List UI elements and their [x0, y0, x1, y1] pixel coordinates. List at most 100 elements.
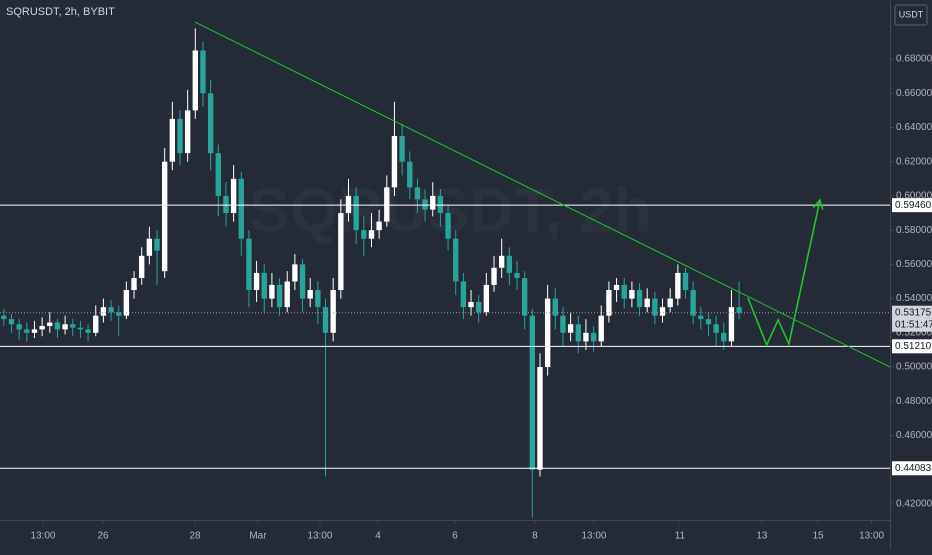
y-tick-label: 0.58000 [896, 225, 932, 236]
x-tick-label: 13:00 [859, 531, 884, 542]
candle-body [422, 199, 428, 210]
candle-body [192, 50, 198, 111]
candle-body [238, 178, 244, 239]
level-label-box [892, 198, 932, 213]
x-tick-label: 26 [97, 531, 109, 542]
candle-body [414, 187, 421, 200]
current-price-box [892, 305, 932, 332]
y-tick-label: 0.66000 [896, 88, 932, 99]
candle-body [399, 136, 405, 162]
y-tick-label: 0.48000 [896, 396, 932, 407]
candle-body [721, 332, 727, 342]
x-tick-label: 28 [189, 531, 201, 542]
candle-body [445, 213, 451, 239]
candle-body [223, 195, 229, 214]
candle-body [583, 332, 589, 342]
currency-button-label[interactable]: USDT [899, 9, 924, 19]
candle-body [161, 161, 168, 272]
candle-body [682, 272, 689, 291]
candle-body [299, 264, 306, 299]
candle-body [407, 161, 413, 188]
candle-body [62, 324, 68, 330]
candle-body [567, 324, 574, 333]
candle-body [644, 298, 650, 308]
candle-body [460, 281, 467, 308]
candle-body [307, 290, 313, 299]
x-tick-label: 6 [452, 531, 458, 542]
candle-body [529, 315, 535, 470]
projection-arrowhead [812, 198, 824, 210]
candle-body [667, 298, 673, 308]
candle-body [544, 298, 551, 368]
candle-body [361, 230, 367, 239]
level-label-box [892, 339, 932, 354]
candle-body [598, 315, 604, 342]
currency-button[interactable] [894, 4, 928, 26]
candle-body [77, 327, 84, 330]
candle-body [606, 290, 612, 316]
candle-body [636, 290, 643, 308]
candle-body [376, 221, 382, 231]
x-tick-label: 11 [675, 531, 686, 542]
candle-body [453, 238, 459, 282]
candle-body [70, 324, 76, 328]
candle-body [177, 118, 183, 154]
candle-body [276, 284, 283, 308]
candle-body [506, 255, 513, 273]
candle-body [139, 255, 145, 279]
candle-body [184, 110, 191, 154]
candle-body [246, 238, 252, 291]
candle-body [353, 195, 359, 231]
candle-body [31, 329, 38, 333]
candle-body [16, 324, 22, 330]
projection-path [747, 199, 821, 347]
trendline [194, 21, 891, 368]
candle-body [437, 195, 444, 214]
candle-body [483, 284, 490, 313]
level-label: 0.51210 [895, 341, 932, 352]
candle-body [215, 153, 221, 196]
candle-body [169, 118, 176, 162]
candle-body [590, 332, 597, 342]
level-label-box [892, 461, 932, 476]
candle-body [284, 281, 290, 308]
y-tick-label: 0.52000 [896, 327, 932, 338]
y-tick-label: 0.54000 [896, 293, 932, 304]
level-label: 0.44083 [895, 463, 932, 474]
candle-body [468, 302, 474, 308]
candle-body [154, 238, 160, 251]
y-tick-label: 0.68000 [896, 54, 932, 65]
candle-body [8, 319, 15, 325]
candle-body [690, 290, 696, 316]
countdown-label: 01:51:47 [895, 319, 932, 330]
candle-body [39, 325, 45, 330]
candle-body [675, 272, 681, 299]
x-tick-label: 15 [812, 531, 824, 542]
candle-body [713, 324, 719, 333]
candle-body [24, 329, 30, 333]
candle-body [269, 284, 275, 299]
candle-body [230, 178, 237, 214]
candle-body [338, 213, 344, 291]
y-tick-label: 0.64000 [896, 122, 932, 133]
candle-body [100, 307, 107, 316]
candle-body [47, 322, 53, 326]
x-tick-label: Mar [249, 531, 267, 542]
candle-body [384, 187, 390, 222]
candle-body [552, 298, 558, 316]
candle-body [322, 307, 329, 333]
candle-body [705, 319, 712, 325]
y-tick-label: 0.42000 [896, 499, 932, 510]
candle-body [207, 93, 214, 154]
candle-body [629, 290, 635, 299]
plot-area [1, 28, 742, 518]
candle-body [514, 272, 520, 279]
current-price-label: 0.53175 [895, 307, 932, 318]
candle-body [560, 315, 566, 333]
candle-body [575, 324, 581, 342]
candle-body [537, 367, 543, 470]
candle-body [621, 284, 627, 299]
x-tick-label: 8 [532, 531, 538, 542]
candle-body [315, 290, 321, 308]
